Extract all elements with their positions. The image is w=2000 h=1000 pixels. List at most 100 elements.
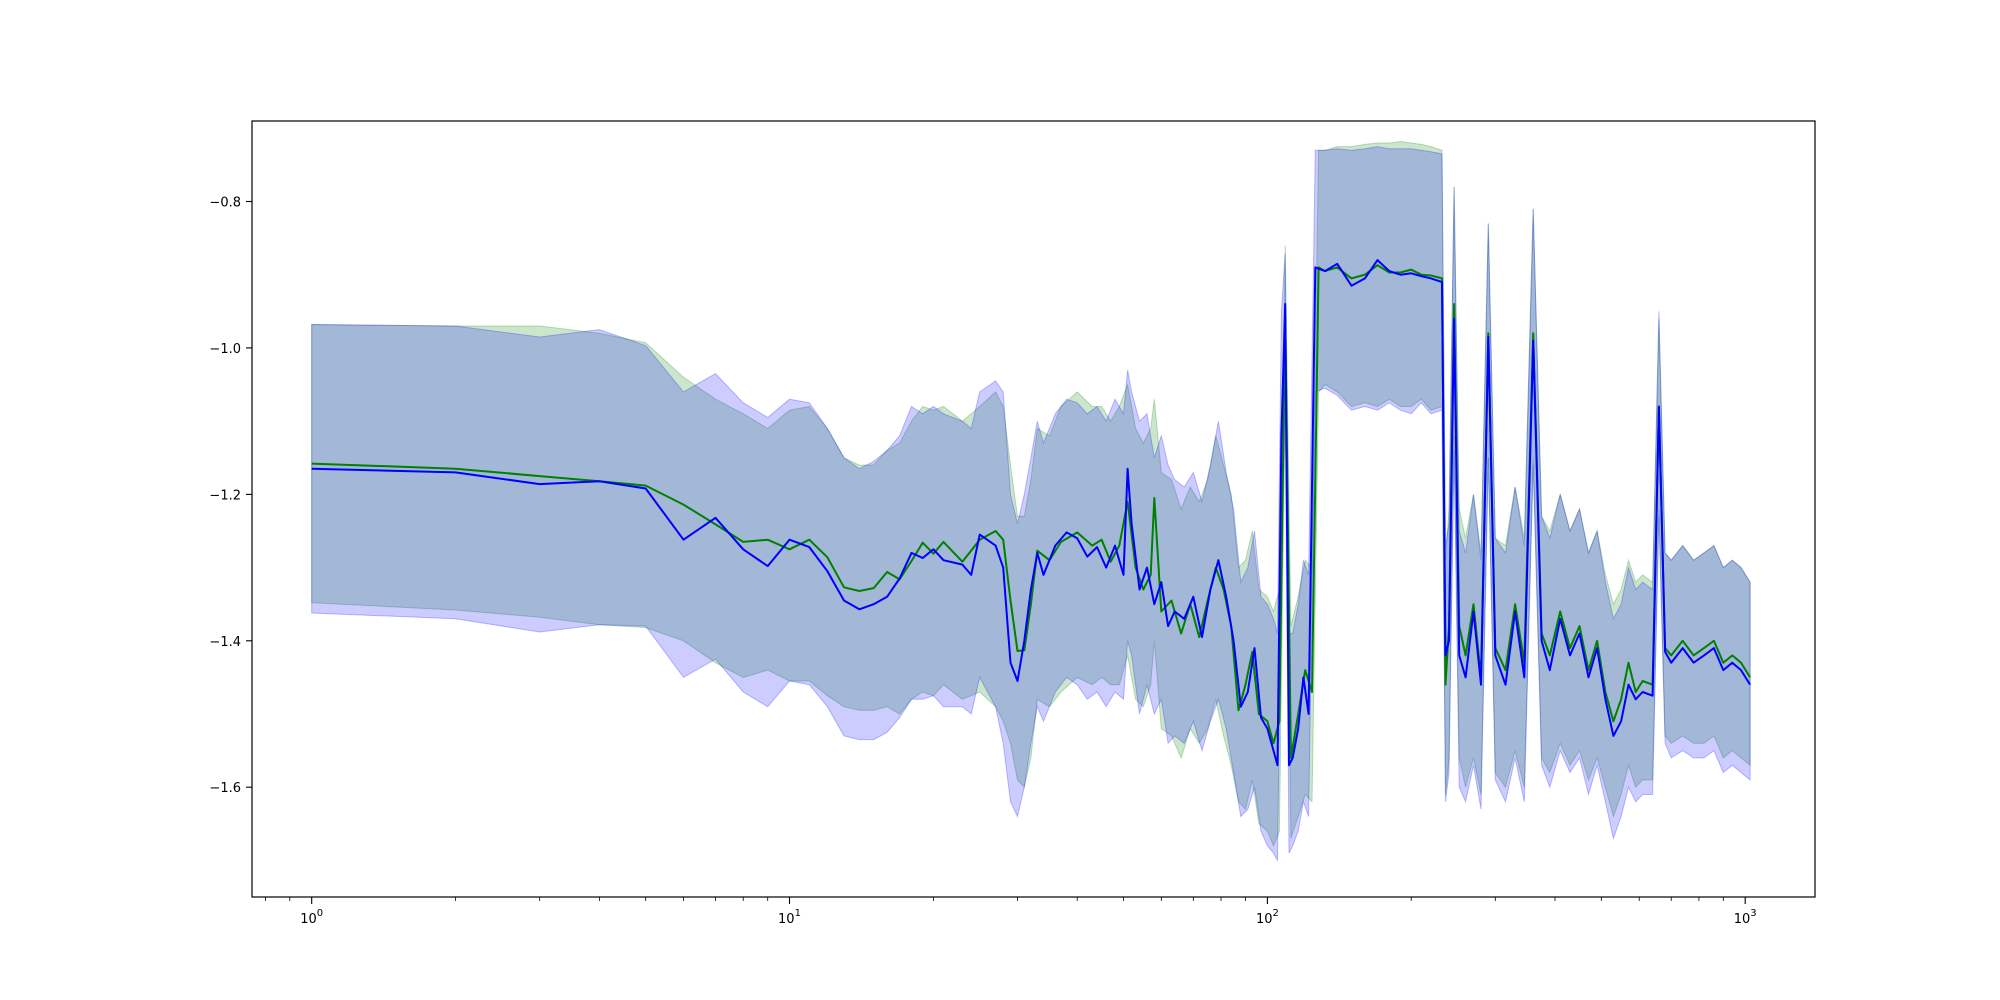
series-1-point — [1713, 647, 1715, 649]
series-1-point — [1635, 698, 1637, 700]
series-1-point — [1441, 281, 1443, 283]
series-0-point — [1465, 654, 1467, 656]
series-0-point — [1266, 720, 1268, 722]
y-axis: −0.8 −1.0 −1.2 −1.4 −1.6 — [209, 196, 252, 796]
series-0-point — [1532, 332, 1534, 334]
series-1-point — [932, 548, 934, 550]
series-1-point — [1351, 285, 1353, 287]
series-1-band — [311, 146, 1751, 863]
series-0-point — [1304, 669, 1306, 671]
series-1-point — [970, 574, 972, 576]
series-0-point — [1693, 654, 1695, 656]
series-0-point — [1118, 545, 1120, 547]
series-0-point — [943, 541, 945, 543]
series-1-point — [1183, 618, 1185, 620]
series-0-point — [1682, 640, 1684, 642]
series-1-point — [943, 559, 945, 561]
series-0-point — [1514, 603, 1516, 605]
series-1-point — [1642, 691, 1644, 693]
series-1-point — [1105, 567, 1107, 569]
series-1-point — [1588, 676, 1590, 678]
y-tick-label: −0.8 — [209, 196, 241, 211]
y-tick-label: −1.2 — [209, 488, 241, 503]
series-1-point — [1514, 611, 1516, 613]
plot-frame — [251, 120, 1816, 898]
series-0-point — [932, 553, 934, 555]
series-1-point — [1364, 277, 1366, 279]
series-1-point — [1579, 633, 1581, 635]
series-0-point — [1036, 550, 1038, 552]
series-1-point — [1445, 654, 1447, 656]
series-1-point — [1612, 735, 1614, 737]
series-0-point — [789, 548, 791, 550]
series-1-point — [1473, 611, 1475, 613]
series-1-point — [858, 608, 860, 610]
series-1-point — [1377, 259, 1379, 261]
series-1-point — [1167, 625, 1169, 627]
series-1-point — [1549, 669, 1551, 671]
series-0-point — [1445, 684, 1447, 686]
x-tick-label: 101 — [778, 908, 801, 927]
series-1-point — [995, 545, 997, 547]
series-1-point — [598, 480, 600, 482]
x-tick-exponent: 1 — [795, 908, 801, 919]
series-1-point — [789, 539, 791, 541]
series-1-point — [1465, 676, 1467, 678]
series-0-point — [1160, 611, 1162, 613]
series-1-point — [1174, 611, 1176, 613]
series-0-point — [1180, 633, 1182, 635]
series-1-point — [1254, 647, 1256, 649]
series-0-point — [742, 541, 744, 543]
series-1-point — [1260, 717, 1262, 719]
series-0-point — [886, 571, 888, 573]
series-0-point — [1487, 332, 1489, 334]
series-0-point — [1670, 654, 1672, 656]
series-1-point — [1288, 764, 1290, 766]
series-1-point — [1123, 574, 1125, 576]
x-tick-base: 10 — [778, 912, 795, 927]
series-0-point — [645, 485, 647, 487]
series-1-point — [899, 578, 901, 580]
series-1-point — [1076, 537, 1078, 539]
series-0-point — [1635, 691, 1637, 693]
series-1-point — [683, 539, 685, 541]
x-tick-base: 10 — [300, 912, 317, 927]
series-0-point — [1150, 574, 1152, 576]
series-0-point — [1569, 647, 1571, 649]
series-1-point — [1240, 706, 1242, 708]
series-0-point — [1579, 625, 1581, 627]
series-1-point — [911, 552, 913, 554]
series-1-point — [1036, 552, 1038, 554]
series-1-point — [1086, 556, 1088, 558]
series-0-point — [808, 539, 810, 541]
series-1-point — [1410, 272, 1412, 274]
series-1-point — [1054, 545, 1056, 547]
series-0-point — [1740, 662, 1742, 664]
series-0-point — [843, 586, 845, 588]
x-tick-label: 102 — [1256, 908, 1279, 927]
y-tick-label: −1.4 — [209, 635, 241, 650]
series-0-point — [1030, 603, 1032, 605]
y-tick-label: −1.6 — [209, 781, 241, 796]
series-0-point — [1110, 561, 1112, 563]
series-1-point — [1458, 654, 1460, 656]
series-1-point — [1017, 680, 1019, 682]
series-0-point — [715, 523, 717, 525]
series-1-point — [1146, 567, 1148, 569]
x-tick-label: 100 — [300, 908, 323, 927]
series-1-point — [1658, 406, 1660, 408]
series-1-point — [1314, 266, 1316, 268]
series-0-point — [1628, 662, 1630, 664]
series-1-point — [1302, 676, 1304, 678]
x-axis: 100 101 102 103 — [264, 897, 1757, 927]
series-0-point — [1245, 684, 1247, 686]
series-1-point — [1273, 750, 1275, 752]
series-1-point — [1336, 263, 1338, 265]
y-tick-label: −1.0 — [209, 342, 241, 357]
series-0-point — [1153, 497, 1155, 499]
series-0-point — [311, 463, 313, 465]
series-0-point — [1351, 277, 1353, 279]
series-0-point — [1453, 303, 1455, 305]
series-1-point — [539, 483, 541, 485]
x-tick-label: 103 — [1734, 908, 1757, 927]
